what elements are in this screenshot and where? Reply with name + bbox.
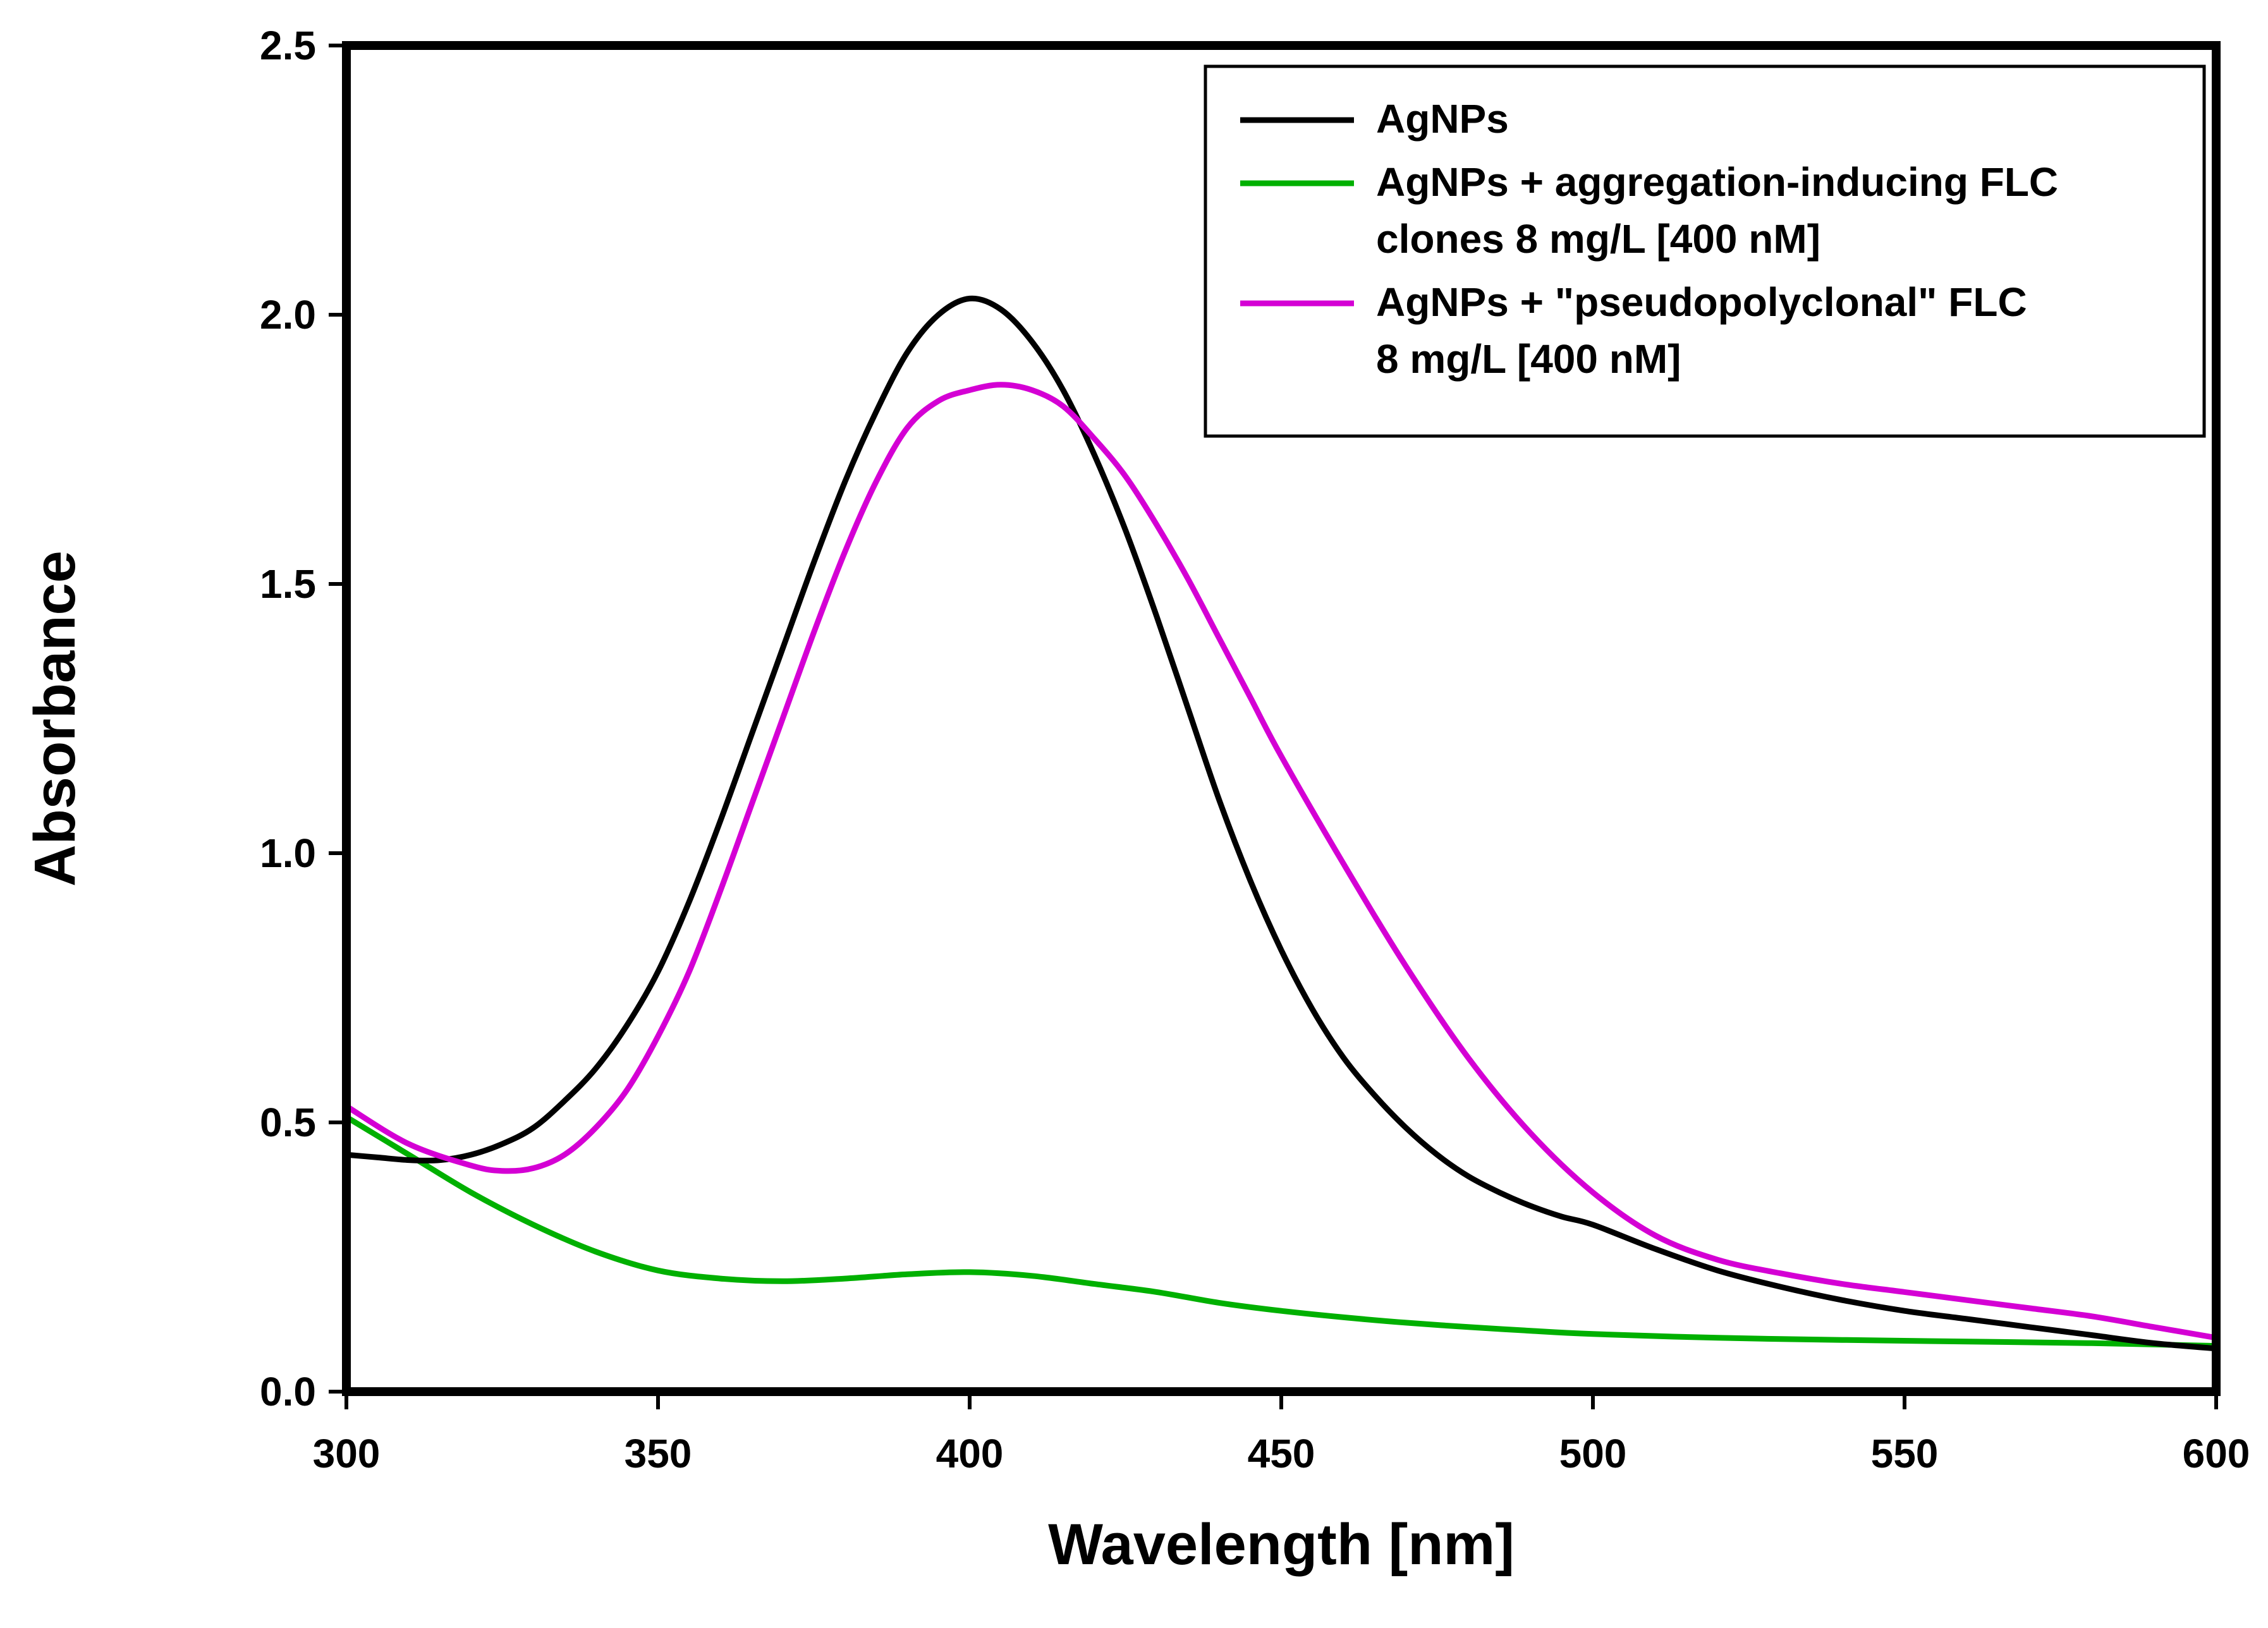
legend-label-2: clones 8 mg/L [400 nM] [1376, 216, 1820, 262]
series-line-2 [343, 1114, 2219, 1349]
series-line-1 [343, 295, 2219, 1352]
legend-label-2: AgNPs + aggregation-inducing FLC [1376, 159, 2058, 205]
x-tick-label: 400 [936, 1431, 1004, 1476]
legend: AgNPs AgNPs + aggregation-inducing FLC clo… [1204, 64, 2206, 438]
x-tick-label: 500 [1559, 1431, 1627, 1476]
y-tick-label: 2.0 [260, 292, 316, 337]
series-line-3 [343, 382, 2219, 1341]
x-axis-title: Wavelength [nm] [1048, 1512, 1515, 1577]
legend-label-3: 8 mg/L [400 nM] [1376, 336, 1681, 382]
x-tick-label: 300 [313, 1431, 381, 1476]
y-tick-label: 0.0 [260, 1369, 316, 1414]
legend-label-3: AgNPs + "pseudopolyclonal" FLC [1376, 279, 2027, 325]
plot-area-frame [342, 41, 2221, 1396]
x-tick-label: 600 [2183, 1431, 2250, 1476]
y-tick-label: 1.5 [260, 561, 316, 607]
x-tick-label: 350 [625, 1431, 692, 1476]
legend-box [1204, 64, 2206, 438]
x-tick-label: 450 [1248, 1431, 1315, 1476]
y-tick-label: 0.5 [260, 1100, 316, 1145]
y-tick-label: 1.0 [260, 830, 316, 876]
y-axis-ticks: 0.0 0.5 1.0 1.5 2.0 2.5 [260, 23, 346, 1414]
y-tick-label: 2.5 [260, 23, 316, 68]
series-lines [343, 295, 2219, 1352]
legend-label-1: AgNPs [1376, 96, 1509, 142]
x-axis-ticks: 300 350 400 450 500 550 600 [313, 1392, 2250, 1476]
x-tick-label: 550 [1871, 1431, 1939, 1476]
y-axis-title: Absorbance [23, 550, 87, 887]
